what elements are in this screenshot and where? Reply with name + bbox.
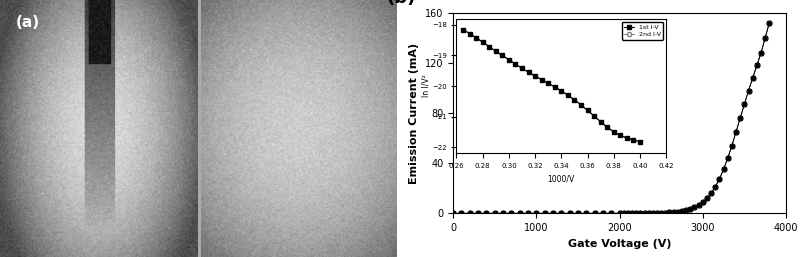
Y-axis label: Emission Current (mA): Emission Current (mA) xyxy=(409,42,419,184)
X-axis label: Gate Voltage (V): Gate Voltage (V) xyxy=(568,238,671,249)
Text: (b): (b) xyxy=(387,0,416,7)
Text: (a): (a) xyxy=(16,15,40,30)
